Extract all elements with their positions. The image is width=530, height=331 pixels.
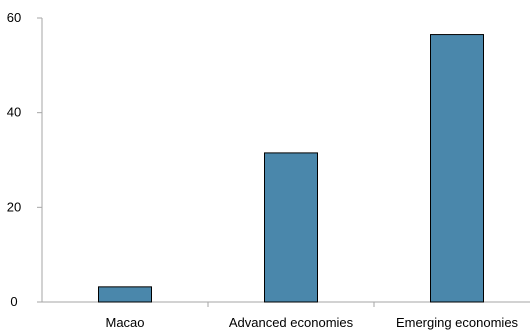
x-category-label: Macao [105, 315, 144, 330]
x-axis-labels: Macao Advanced economies Emerging economie… [105, 315, 518, 330]
y-tick-label: 40 [7, 105, 21, 120]
bar-advanced-economies [264, 152, 318, 303]
bar-emerging-economies [430, 34, 484, 303]
x-category-label: Emerging economies [396, 315, 519, 330]
y-tick-label: 20 [7, 199, 21, 214]
bar-macao [98, 286, 152, 303]
y-tick-label: 0 [10, 294, 17, 309]
x-category-label: Advanced economies [229, 315, 354, 330]
y-tick-label: 60 [7, 10, 21, 25]
bars [98, 34, 484, 303]
y-axis-ticks: 0 20 40 60 [7, 10, 42, 309]
